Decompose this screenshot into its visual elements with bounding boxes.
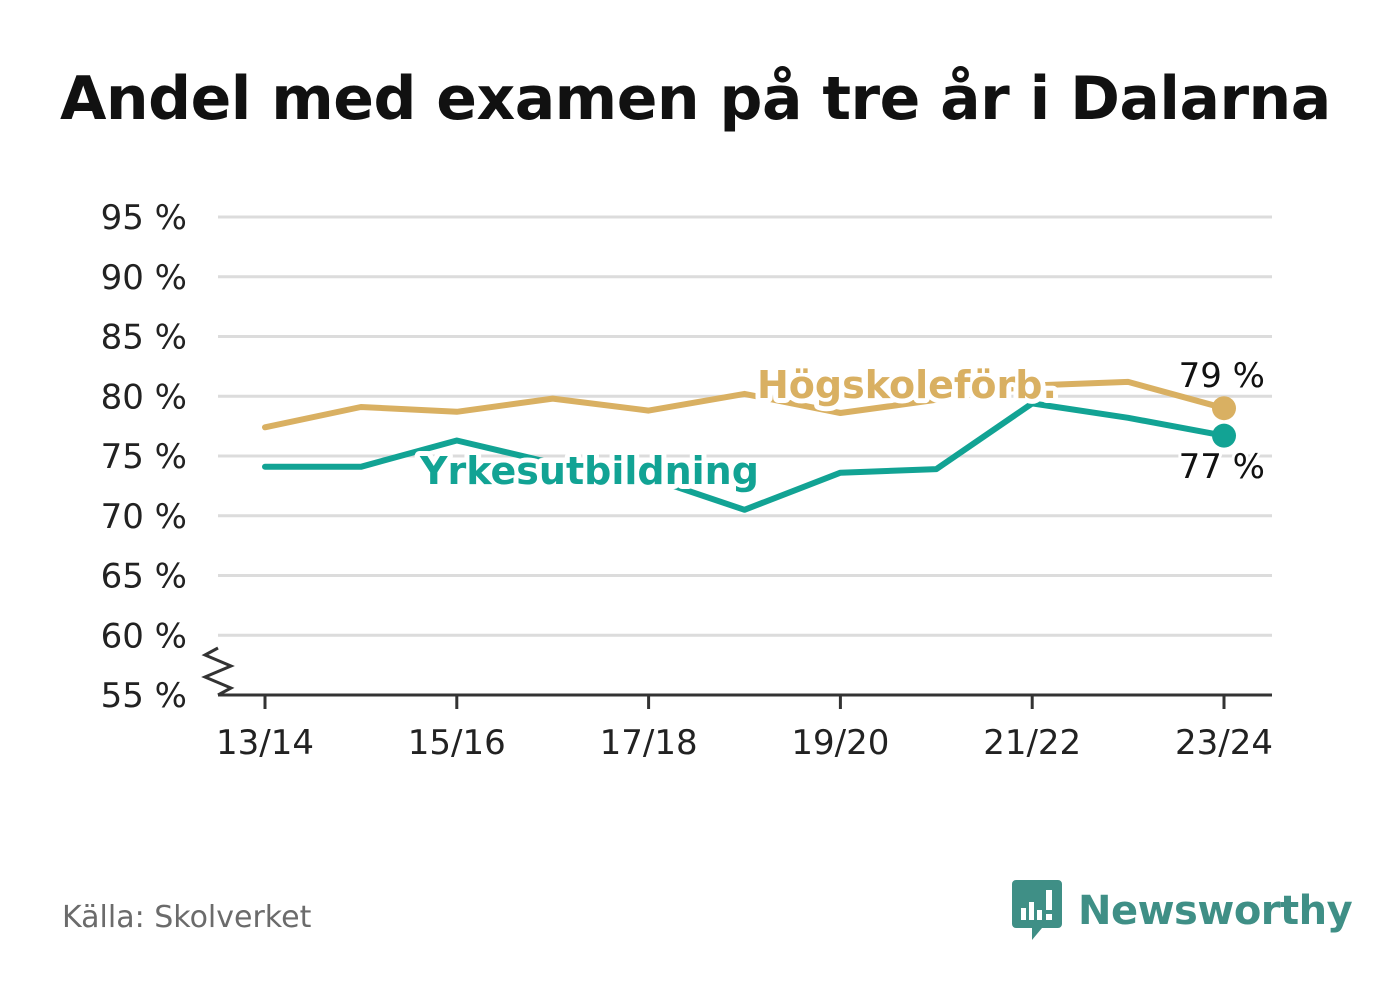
axis-break-icon: [201, 646, 235, 697]
series-line: [262, 400, 1227, 513]
series-lines: [262, 378, 1236, 513]
axes: 95 % 90 % 85 % 80 % 75 % 70 % 65 % 60 % 55 % 13/1…: [101, 198, 1273, 763]
y-tick-label: 65 %: [101, 557, 187, 597]
y-tick-label: 80 %: [101, 377, 187, 417]
y-tick-label: 90 %: [101, 258, 187, 298]
x-tick-label: 13/14: [216, 723, 314, 763]
y-tick-label: 60 %: [101, 616, 187, 656]
end-value-label: 77 %: [1179, 447, 1265, 487]
end-value-label: 79 %: [1179, 356, 1265, 396]
line-chart: 95 % 90 % 85 % 80 % 75 % 70 % 65 % 60 % 55 % 13/1…: [101, 198, 1273, 763]
x-tick-label: 19/20: [791, 723, 889, 763]
bar-chart-speech-bubble-icon: [1012, 880, 1062, 940]
brand-name: Newsworthy: [1078, 888, 1353, 934]
grid-lines: [218, 215, 1272, 637]
series-name-label: Yrkesutbildning: [419, 449, 759, 493]
y-tick-label: 55 %: [101, 676, 187, 716]
labels: Högskoleförb. Yrkesutbildning 79 % 77 %: [414, 353, 1268, 498]
y-tick-label: 75 %: [101, 437, 187, 477]
chart-title: Andel med examen på tre år i Dalarna: [60, 64, 1331, 134]
series-end-point: [1212, 396, 1236, 421]
y-tick-label: 85 %: [101, 318, 187, 358]
y-tick-label: 70 %: [101, 497, 187, 537]
x-tick-label: 23/24: [1175, 723, 1273, 763]
series-line: [262, 378, 1227, 431]
x-tick-label: 21/22: [983, 723, 1081, 763]
x-tick-label: 15/16: [408, 723, 506, 763]
brand-logo: Newsworthy: [1012, 880, 1353, 942]
source-note: Källa: Skolverket: [62, 900, 312, 935]
series-name-label: Högskoleförb.: [757, 363, 1057, 407]
series-end-point: [1212, 423, 1236, 448]
x-tick-label: 17/18: [600, 723, 698, 763]
y-tick-label: 95 %: [101, 198, 187, 238]
